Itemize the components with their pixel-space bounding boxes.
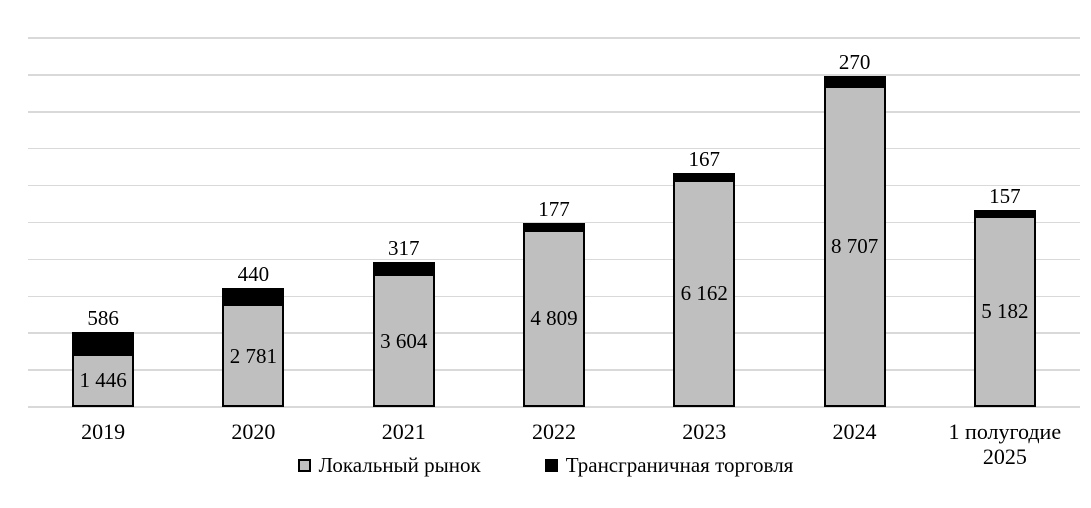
bar-column: 167 6 162 [629, 38, 779, 407]
bar-value-label-cross-border: 586 [87, 306, 119, 331]
legend-label-local-market: Локальный рынок [318, 453, 481, 477]
x-axis-label: 1 полугодие 2025 [948, 419, 1062, 469]
bar-stack: 5 182 [973, 210, 1036, 407]
bar-column: 157 5 182 [930, 38, 1080, 407]
bar-value-label-cross-border: 440 [237, 262, 270, 287]
gridline [28, 111, 1080, 113]
bar-value-label-local-market: 2 781 [229, 343, 278, 368]
bar-value-label-local-market: 3 604 [380, 328, 428, 353]
bar-segment-cross-border [973, 210, 1036, 216]
gridline [28, 74, 1080, 76]
bar-segment-local-market: 1 446 [72, 353, 135, 407]
bar-segment-local-market: 2 781 [222, 304, 285, 407]
bar-stack: 3 604 [372, 262, 435, 407]
bar-value-label-cross-border: 270 [838, 49, 871, 74]
bar-stack: 4 809 [522, 223, 585, 407]
bar-segment-cross-border [823, 75, 886, 86]
bar-stack: 1 446 [72, 332, 135, 407]
bar-segment-cross-border [372, 262, 435, 275]
bar-value-label-local-market: 5 182 [981, 299, 1029, 324]
bar-segment-local-market: 3 604 [372, 274, 435, 407]
legend-swatch-local-market-icon [297, 459, 311, 472]
bar-value-label-local-market: 4 809 [530, 306, 578, 331]
bar-column: 177 4 809 [479, 38, 629, 407]
bar-value-label-cross-border: 167 [688, 147, 721, 172]
bar-value-label-cross-border: 317 [387, 236, 420, 261]
bar-column: 440 2 781 [178, 38, 328, 407]
bar-value-label-cross-border: 177 [538, 197, 570, 222]
legend-item-cross-border: Трансграничная торговля [544, 453, 794, 478]
bar-segment-cross-border [522, 223, 585, 230]
legend-label-cross-border: Трансграничная торговля [565, 453, 794, 477]
bar-column: 317 3 604 [329, 38, 479, 407]
x-axis-label: 2022 [531, 419, 576, 444]
gridline [28, 406, 1080, 408]
bar-segment-local-market: 6 162 [673, 179, 736, 407]
plot-area: 586 1 446 440 2 781 317 3 604 177 4 809 167 6 162… [28, 37, 1080, 408]
bar-value-label-local-market: 6 162 [680, 281, 728, 306]
bar-segment-cross-border [673, 173, 736, 180]
legend-swatch-cross-border-icon [544, 459, 558, 472]
bar-segment-local-market: 4 809 [522, 229, 585, 407]
bar-segment-local-market: 5 182 [973, 215, 1036, 407]
x-axis-labels: 2019 2020 2021 2022 2023 2024 1 полугодие 2025 [28, 419, 1080, 469]
x-axis-label: 2021 [381, 419, 426, 444]
bar-stack: 6 162 [673, 173, 736, 407]
bar-segment-local-market: 8 707 [823, 85, 886, 407]
x-axis-label: 2023 [682, 419, 727, 444]
gridline [28, 37, 1080, 39]
bar-stack: 2 781 [222, 288, 285, 407]
x-axis-label: 2024 [832, 419, 877, 444]
bar-segment-cross-border [222, 288, 285, 305]
gridline [28, 221, 1080, 224]
bar-value-label-cross-border: 157 [989, 184, 1021, 208]
bar-column: 586 1 446 [28, 38, 178, 407]
bar-value-label-local-market: 1 446 [79, 368, 127, 393]
bar-segment-cross-border [72, 332, 135, 354]
bar-stack: 8 707 [823, 75, 886, 407]
legend: Локальный рынок Трансграничная торговля [0, 453, 1091, 478]
x-axis-label: 2020 [231, 419, 276, 444]
bar-value-label-local-market: 8 707 [830, 234, 879, 259]
gridline [28, 147, 1080, 150]
gridline [28, 184, 1080, 187]
bar-column: 270 8 707 [779, 38, 929, 407]
legend-item-local-market: Локальный рынок [297, 453, 481, 478]
x-axis-label: 2019 [81, 419, 126, 444]
